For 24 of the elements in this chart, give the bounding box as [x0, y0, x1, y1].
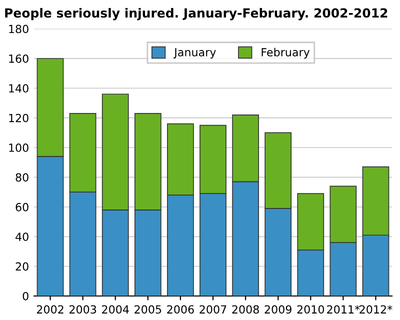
y-tick-label: 100 [9, 144, 28, 152]
x-tick-label: 2002 [36, 305, 64, 314]
x-tick-label: 2006 [167, 305, 194, 314]
y-tick-label: 180 [9, 24, 28, 34]
x-tick-label: 2004 [102, 305, 129, 314]
x-tick-label: 2008 [232, 305, 259, 314]
legend-label: February [262, 48, 310, 59]
x-tick-label: 2012* [360, 305, 392, 314]
y-tick-label: 140 [9, 84, 28, 93]
x-tick-label: 2009 [264, 305, 292, 314]
x-tick-label: 2011* [327, 305, 360, 314]
chart-title: People seriously injured. January-February. 2002-2012 [5, 8, 388, 20]
x-tick-label: 2007 [200, 305, 226, 314]
y-tick-label: 40 [16, 232, 28, 241]
y-tick-label: 20 [16, 262, 28, 271]
x-tick-label: 2005 [134, 305, 162, 314]
legend-label: January [174, 48, 216, 59]
x-tick-label: 2010 [297, 305, 324, 314]
y-tick-label: 0 [22, 292, 28, 300]
y-tick-label: 80 [16, 173, 28, 182]
y-tick-label: 60 [16, 202, 28, 212]
x-tick-label: 2003 [69, 305, 96, 314]
y-tick-label: 120 [9, 114, 28, 122]
y-tick-label: 160 [9, 54, 28, 63]
